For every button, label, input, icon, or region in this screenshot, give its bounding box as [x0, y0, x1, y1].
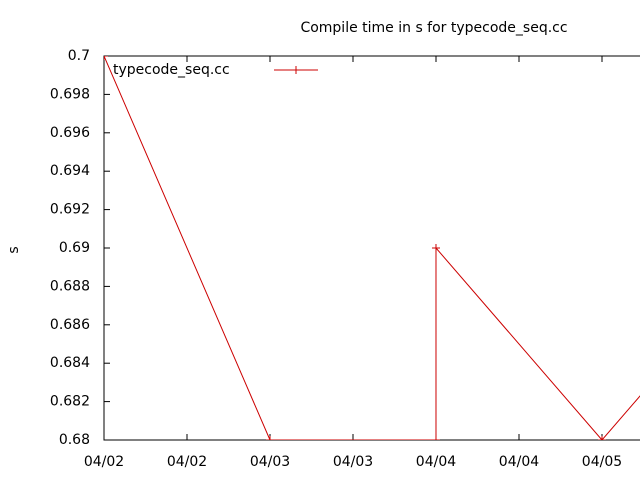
- plot-border: [103, 55, 640, 441]
- y-tick-label: 0.68: [59, 432, 90, 448]
- x-tick-label: 04/02: [84, 454, 124, 470]
- point-marker: [104, 56, 108, 60]
- y-tick-label: 0.69: [59, 240, 90, 256]
- x-tick-label: 04/03: [333, 454, 373, 470]
- y-tick-label: 0.686: [50, 317, 90, 333]
- y-tick-label: 0.7: [68, 48, 90, 64]
- y-tick-label: 0.684: [50, 355, 90, 371]
- x-tick-label: 04/04: [416, 454, 456, 470]
- y-tick-label: 0.696: [50, 125, 90, 141]
- x-tick-label: 04/02: [167, 454, 207, 470]
- x-tick-label: 04/03: [250, 454, 290, 470]
- chart-title: Compile time in s for typecode_seq.cc: [300, 20, 567, 36]
- y-tick-label: 0.694: [50, 163, 90, 179]
- legend-label: typecode_seq.cc: [113, 62, 230, 78]
- x-tick-label: 04/04: [499, 454, 539, 470]
- plot-area: [104, 56, 640, 440]
- y-tick-label: 0.698: [50, 86, 90, 102]
- y-axis-label: s: [6, 246, 22, 253]
- y-tick-label: 0.682: [50, 394, 90, 410]
- point-marker: [265, 436, 274, 440]
- point-marker: [431, 244, 440, 252]
- x-tick-label: 04/05: [582, 454, 622, 470]
- point-marker: [431, 436, 440, 440]
- legend-swatch: [274, 66, 318, 74]
- y-tick-label: 0.688: [50, 278, 90, 294]
- series-line: [104, 56, 640, 440]
- y-tick-label: 0.692: [50, 202, 90, 218]
- point-marker: [597, 436, 606, 440]
